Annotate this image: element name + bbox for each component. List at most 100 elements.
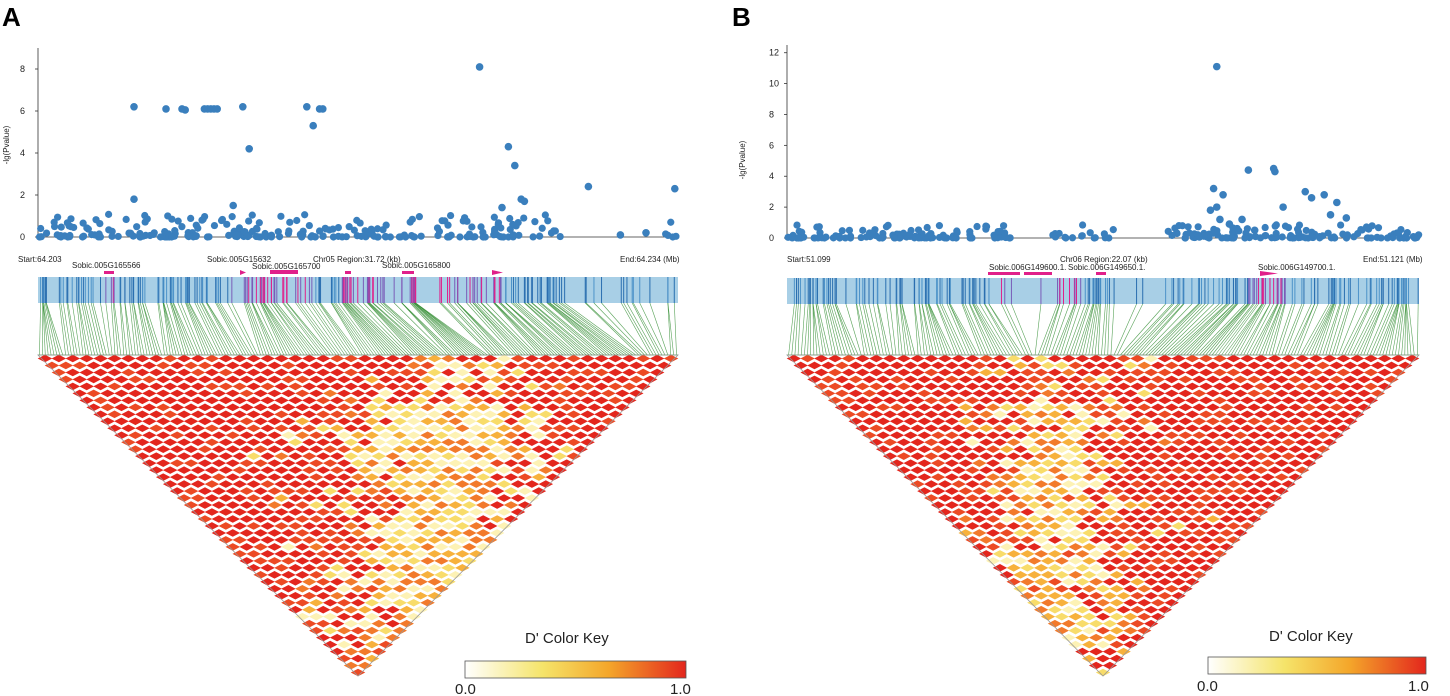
ld-cell [86,403,101,412]
ld-cell [1109,403,1124,412]
ld-cell [1088,466,1104,474]
ld-cell [972,361,987,370]
ld-cell [482,536,498,544]
ld-cell [1047,410,1063,419]
ld-cell [1171,382,1186,391]
ld-cell [1020,466,1035,474]
connector-line [332,302,369,356]
ld-cell [413,494,428,502]
connector-line [539,302,602,356]
ld-cell [1240,410,1255,419]
ld-cell [162,368,178,377]
connector-line [1148,303,1200,356]
ld-cell [1157,410,1172,419]
data-point [382,221,390,229]
connector-line [1319,303,1337,356]
ld-cell [1088,354,1104,363]
ld-cell [420,375,435,384]
ld-cell [58,361,74,370]
data-point [498,203,506,212]
ld-cell [903,445,918,453]
ld-cell [1363,382,1379,391]
ld-cell [329,591,345,600]
ld-cell [1233,487,1248,495]
connector-line [1183,303,1234,356]
ld-cell [601,361,616,370]
data-point [838,227,846,235]
ld-cell [1240,382,1255,391]
ld-cell [1027,445,1042,453]
ld-cell [322,501,338,509]
ld-cell [1116,466,1131,474]
ld-cell [336,389,352,398]
ld-cell [336,417,352,426]
ld-cell [350,543,366,551]
data-point [973,222,981,231]
ld-cell [1157,522,1172,530]
ld-cell [1253,410,1269,419]
ld-cell [1088,564,1104,572]
data-point [1238,215,1246,224]
connector-line [276,302,319,356]
ld-cell [364,571,380,579]
ld-cell [441,368,456,377]
ld-cell [1192,473,1207,481]
connector-line [1123,303,1173,356]
ld-cell [503,459,519,467]
ld-cell [1068,557,1083,565]
connector-line [1388,303,1400,356]
ld-cell [1198,480,1214,488]
ld-cell [999,557,1014,565]
ld-cell [336,431,352,440]
ld-cell [378,459,394,467]
connector-line [1255,303,1279,356]
data-point [1216,215,1224,224]
ld-cell [1157,578,1172,586]
ld-cell [656,361,672,370]
connector-line [925,303,941,356]
ld-cell [1116,605,1131,614]
ld-cell [1116,368,1131,377]
data-point [218,215,227,224]
ld-cell [1013,557,1028,565]
ld-cell [1102,661,1118,670]
ld-cell [427,522,442,530]
ld-cell [399,564,414,572]
ld-cell [336,375,352,384]
ld-cell [1253,508,1269,516]
ld-cell [281,361,296,370]
ld-cell [1027,375,1042,384]
ld-cell [1212,410,1227,419]
ld-cell [281,445,296,453]
ld-cell [896,368,911,377]
ld-cell [246,508,261,516]
ld-cell [336,654,352,663]
panel-a-connector-lines [38,302,678,356]
ld-cell [274,522,289,530]
data-point [205,233,213,241]
ld-cell [1068,640,1083,649]
ld-cell [1054,557,1069,565]
ld-cell [155,417,171,426]
ld-cell [1068,612,1083,621]
ld-cell [1288,473,1303,481]
ld-cell [489,529,505,537]
ld-cell [1212,480,1227,488]
ld-cell [371,368,387,377]
ld-cell [469,494,484,502]
connector-line [845,303,862,356]
data-point [857,233,865,242]
ld-cell [559,361,574,370]
ld-cell [1075,424,1090,433]
connector-line [380,302,439,356]
ld-cell [413,354,428,363]
connector-line [157,302,165,356]
ld-cell [378,445,394,453]
connector-line [1158,303,1209,356]
ld-cell [1212,396,1227,405]
ld-cell [965,396,980,405]
ld-cell [100,417,115,426]
ld-cell [1178,417,1193,426]
ld-cell [1288,431,1303,440]
ld-cell [162,354,178,363]
